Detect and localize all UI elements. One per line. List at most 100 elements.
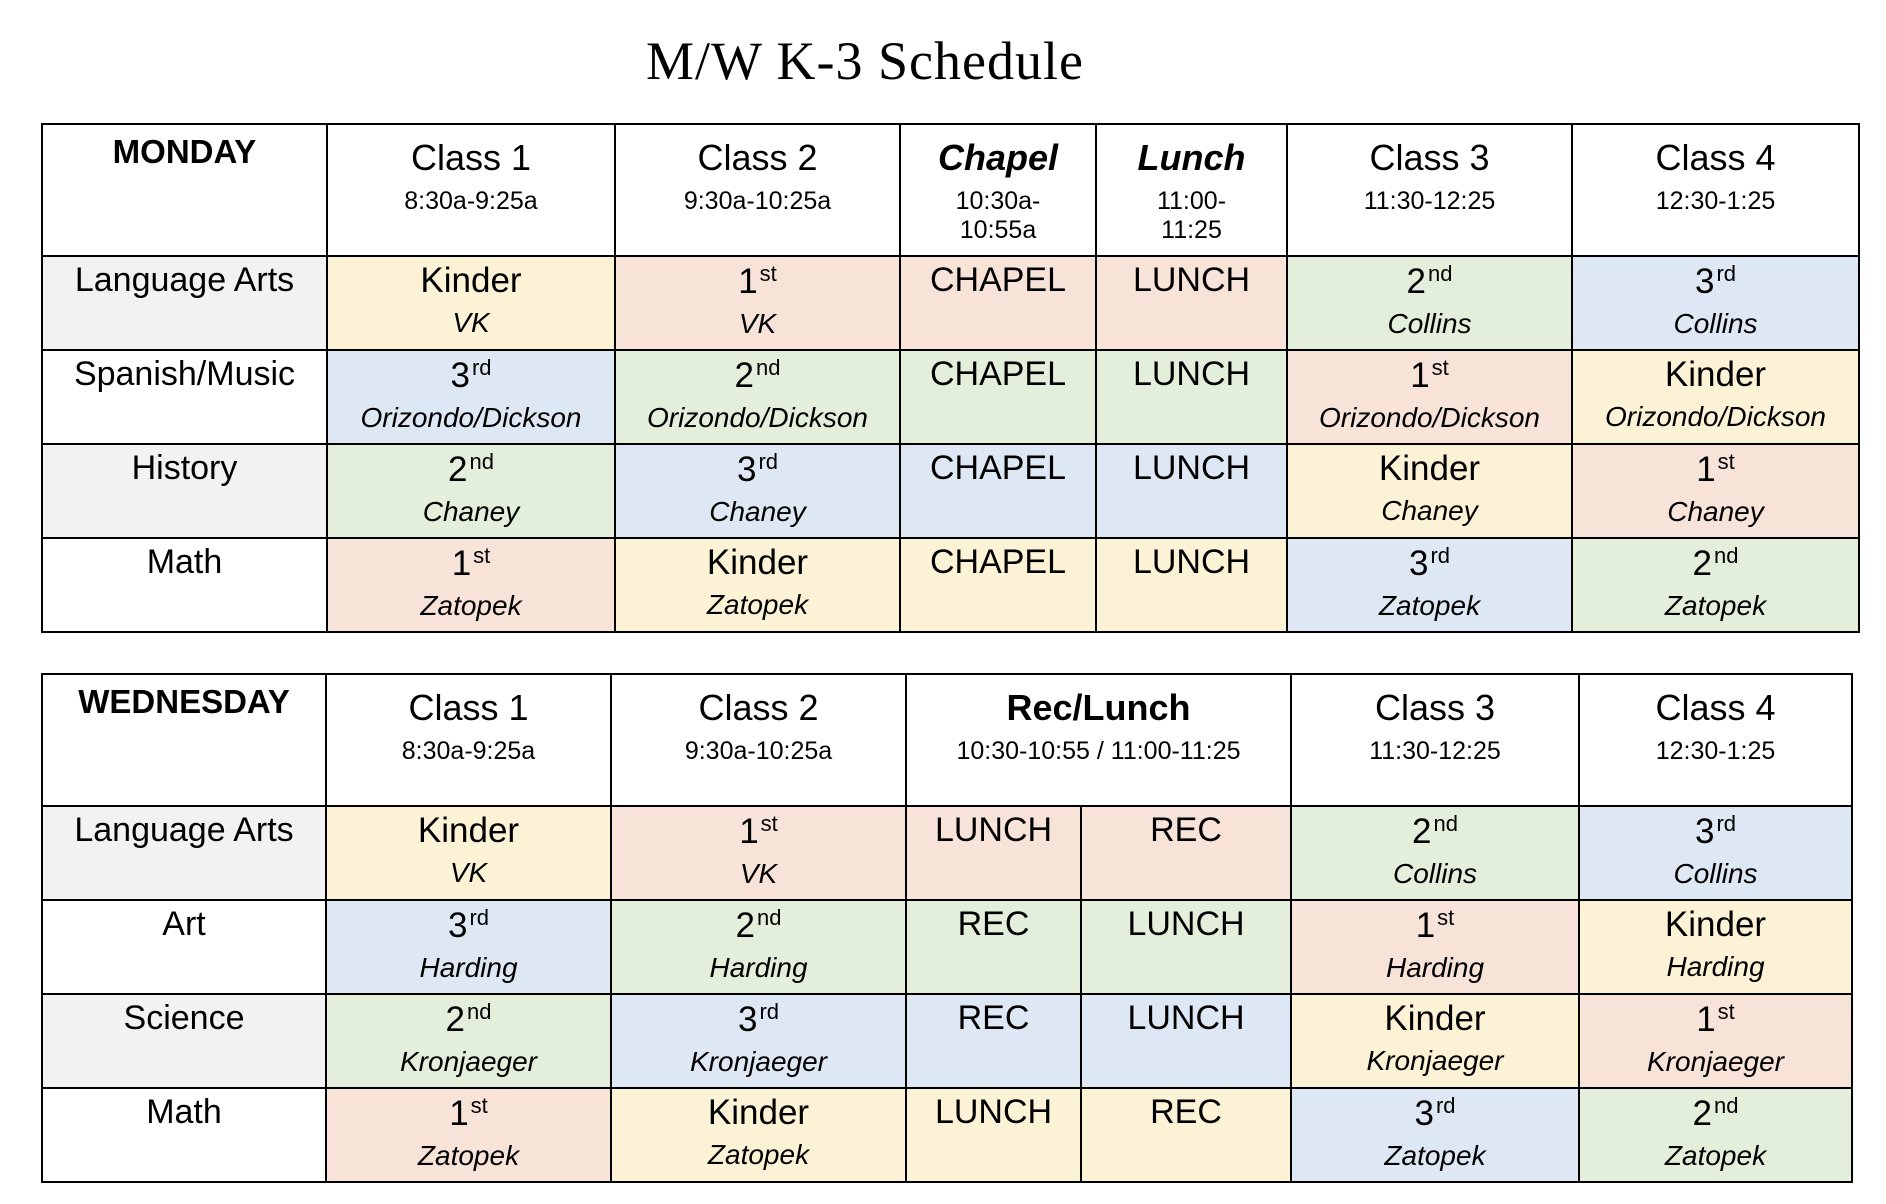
- grade: 2nd: [330, 449, 612, 490]
- grade-text: 2: [445, 1000, 465, 1039]
- slot-cell: LUNCH: [1095, 255, 1288, 351]
- teacher: Orizondo/Dickson: [1319, 402, 1540, 433]
- grade-text: Kinder: [1378, 449, 1481, 488]
- subject-cell: History: [41, 443, 328, 539]
- slot-cell: REC: [1080, 1087, 1292, 1183]
- teacher: Kronjaeger: [1366, 1045, 1504, 1076]
- slot-cell: LUNCH: [1080, 993, 1292, 1089]
- column-header: Class 3 11:30-12:25: [1290, 673, 1580, 807]
- grade: Kinder: [1294, 999, 1576, 1039]
- grade-text: 1: [1415, 906, 1436, 945]
- column-time: 11:30-12:25: [1363, 187, 1496, 215]
- column-time: 8:30a-9:25a: [401, 737, 536, 765]
- teacher: Zatopek: [417, 1140, 520, 1171]
- teacher: Harding: [419, 952, 518, 983]
- teacher: Zatopek: [1664, 590, 1767, 621]
- column-header: Class 4 12:30-1:25: [1571, 123, 1860, 257]
- teacher: VK: [452, 307, 490, 338]
- teacher: Harding: [1666, 951, 1765, 982]
- teacher: Zatopek: [1664, 1140, 1767, 1171]
- grade-text: 1: [739, 812, 759, 851]
- schedule-row: Language Arts Kinder VK 1st VK CHAPEL LUNCH 2nd…: [41, 255, 1860, 351]
- column-header: Class 2 9:30a-10:25a: [614, 123, 901, 257]
- grade-suffix: nd: [469, 449, 494, 474]
- grade-text: 3: [1694, 262, 1715, 301]
- schedule-row: History 2nd Chaney 3rd Chaney CHAPEL LUNCH Kind…: [41, 443, 1860, 539]
- teacher: Kronjaeger: [1647, 1046, 1784, 1077]
- teacher: Kronjaeger: [400, 1046, 537, 1077]
- schedule-row: Language Arts Kinder VK 1st VK LUNCH REC 2nd Col…: [41, 805, 1853, 901]
- subject-cell: Math: [41, 537, 328, 633]
- teacher: Harding: [709, 952, 808, 983]
- grade: 2nd: [618, 355, 897, 396]
- class-cell: 3rd Harding: [325, 899, 612, 995]
- grade-text: 2: [1692, 1094, 1712, 1133]
- grade: Kinder: [618, 543, 897, 583]
- grade-suffix: rd: [1435, 1093, 1456, 1118]
- slot-cell: LUNCH: [1095, 349, 1288, 445]
- slot-cell: REC: [905, 993, 1082, 1089]
- grade-suffix: rd: [758, 449, 779, 474]
- column-name: Class 1: [408, 687, 529, 728]
- class-cell: 2nd Kronjaeger: [325, 993, 612, 1089]
- class-cell: 1st Zatopek: [325, 1087, 612, 1183]
- schedule-row: Spanish/Music 3rd Orizondo/Dickson 2nd Orizo…: [41, 349, 1860, 445]
- class-cell: 1st Kronjaeger: [1578, 993, 1853, 1089]
- column-header: Class 1 8:30a-9:25a: [326, 123, 616, 257]
- column-name: Lunch: [1137, 137, 1246, 178]
- header-row: WEDNESDAY Class 1 8:30a-9:25a Class 2 9:30a-…: [41, 673, 1853, 807]
- grade: 1st: [618, 261, 897, 302]
- grade-suffix: st: [1437, 905, 1455, 930]
- schedule-row: Art 3rd Harding 2nd Harding REC LUNCH 1st Hardin…: [41, 899, 1853, 995]
- grade: 3rd: [1290, 543, 1569, 584]
- grade: 1st: [1294, 905, 1576, 946]
- grade-suffix: nd: [755, 355, 781, 380]
- class-cell: 2nd Harding: [610, 899, 907, 995]
- teacher: Chaney: [709, 496, 806, 527]
- grade-suffix: nd: [466, 999, 492, 1024]
- subject-cell: Spanish/Music: [41, 349, 328, 445]
- subject-cell: Art: [41, 899, 327, 995]
- column-time: 11:00-11:25: [1156, 187, 1227, 244]
- teacher: VK: [449, 857, 488, 888]
- grade-text: Kinder: [1384, 999, 1486, 1038]
- class-cell: 3rd Zatopek: [1290, 1087, 1580, 1183]
- class-cell: 3rd Collins: [1571, 255, 1860, 351]
- grade-text: Kinder: [417, 811, 520, 850]
- class-cell: 2nd Orizondo/Dickson: [614, 349, 901, 445]
- column-name: Class 3: [1374, 687, 1496, 728]
- grade-text: 3: [737, 1000, 758, 1039]
- column-time: 8:30a-9:25a: [404, 187, 538, 215]
- class-cell: Kinder VK: [325, 805, 612, 901]
- class-cell: 2nd Collins: [1286, 255, 1573, 351]
- class-cell: 2nd Collins: [1290, 805, 1580, 901]
- class-cell: 1st VK: [614, 255, 901, 351]
- grade: 1st: [330, 543, 612, 584]
- grade-text: 3: [736, 450, 757, 489]
- column-header: Class 1 8:30a-9:25a: [325, 673, 612, 807]
- grade-text: 2: [735, 906, 755, 945]
- column-name: Class 4: [1655, 687, 1776, 728]
- grade-text: Kinder: [707, 1093, 810, 1132]
- grade-text: 1: [1696, 450, 1716, 489]
- grade: Kinder: [330, 261, 612, 301]
- teacher: Zatopek: [1384, 1140, 1486, 1171]
- grade-suffix: st: [759, 261, 777, 286]
- column-name: Rec/Lunch: [1006, 687, 1191, 728]
- grade-suffix: st: [760, 811, 778, 836]
- teacher: Zatopek: [1378, 590, 1481, 621]
- grade-text: Kinder: [706, 543, 809, 582]
- column-name: Class 2: [698, 687, 819, 728]
- teacher: VK: [739, 858, 778, 889]
- grade-suffix: rd: [1716, 811, 1737, 836]
- column-header: Class 2 9:30a-10:25a: [610, 673, 907, 807]
- class-cell: 1st Chaney: [1571, 443, 1860, 539]
- grade-suffix: st: [1717, 449, 1735, 474]
- slot-cell: REC: [905, 899, 1082, 995]
- grade: Kinder: [614, 1093, 903, 1133]
- grade-text: 2: [1412, 812, 1432, 851]
- schedule-row: Science 2nd Kronjaeger 3rd Kronjaeger REC LUNC…: [41, 993, 1853, 1089]
- day-label: WEDNESDAY: [41, 673, 327, 807]
- class-cell: 2nd Zatopek: [1578, 1087, 1853, 1183]
- grade-text: 3: [447, 906, 468, 945]
